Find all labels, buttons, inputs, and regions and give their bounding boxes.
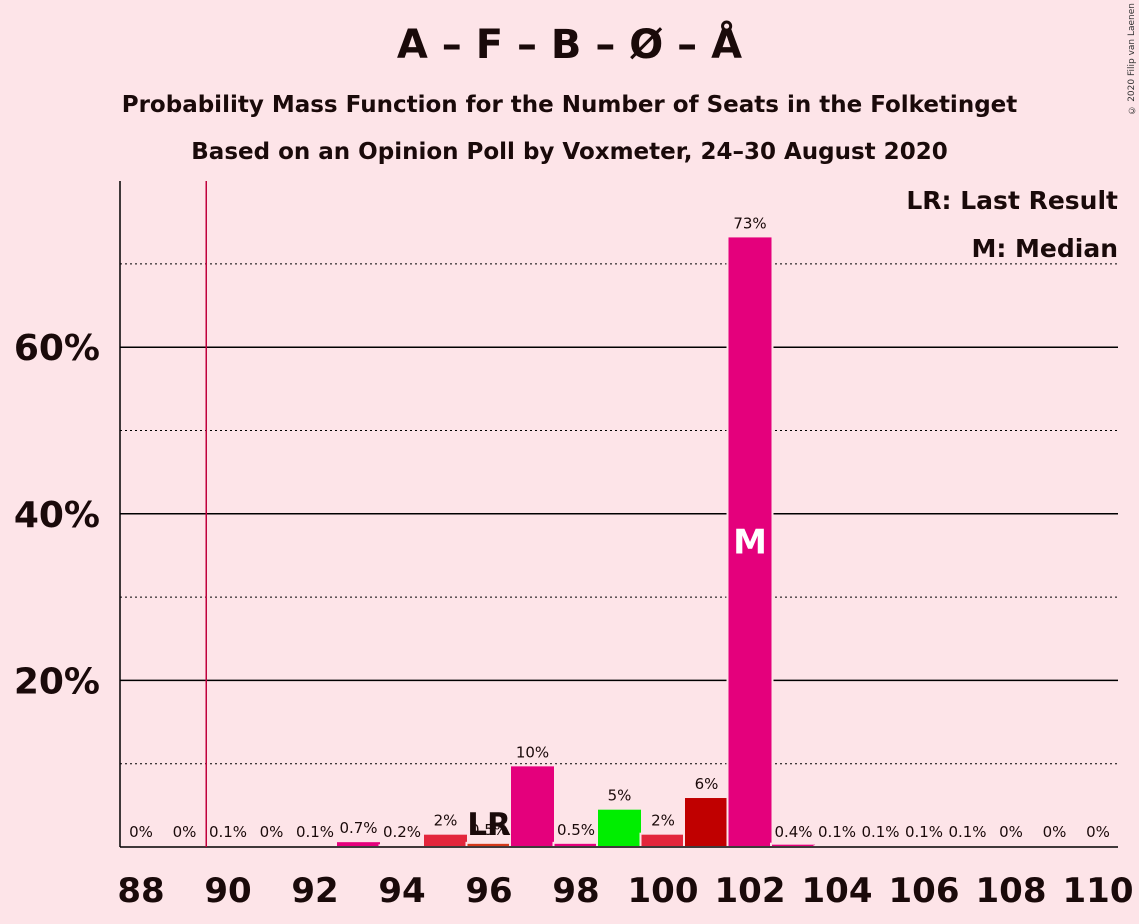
value-label: 5% — [608, 787, 632, 805]
last-result-label: LR — [467, 807, 511, 843]
value-label: 10% — [516, 743, 549, 761]
value-label: 73% — [733, 214, 766, 232]
x-tick-label: 110 — [1063, 871, 1134, 911]
x-tick-label: 106 — [889, 871, 960, 911]
value-label: 0% — [999, 823, 1023, 841]
value-label: 0% — [260, 823, 284, 841]
x-tick-label: 94 — [378, 871, 425, 911]
x-tick-label: 92 — [291, 871, 338, 911]
bar — [509, 764, 556, 849]
bar — [683, 796, 730, 849]
value-label: 0.1% — [296, 823, 334, 841]
value-label: 0% — [173, 823, 197, 841]
y-tick-label: 60% — [14, 328, 100, 369]
value-label: 0.5% — [557, 821, 595, 839]
bar — [639, 832, 687, 848]
legend-last-result: LR: Last Result — [906, 186, 1118, 215]
value-label: 0.1% — [905, 823, 943, 841]
median-label: M — [733, 523, 767, 563]
bar — [726, 235, 774, 848]
value-label: 6% — [695, 775, 719, 793]
bar — [422, 832, 469, 848]
x-tick-label: 90 — [204, 871, 251, 911]
x-tick-label: 100 — [628, 871, 699, 911]
y-tick-label: 40% — [14, 495, 100, 536]
value-label: 0% — [1043, 823, 1067, 841]
chart-subtitle-2: Based on an Opinion Poll by Voxmeter, 24… — [191, 139, 948, 165]
value-label: 2% — [651, 812, 675, 830]
value-label: 0.7% — [339, 819, 377, 837]
value-label: 0% — [129, 823, 153, 841]
chart-title: A – F – B – Ø – Å — [396, 22, 743, 68]
x-tick-label: 104 — [802, 871, 873, 911]
value-label: 2% — [434, 812, 458, 830]
x-tick-label: 96 — [465, 871, 512, 911]
value-label: 0% — [1086, 823, 1110, 841]
chart-subtitle: Probability Mass Function for the Number… — [121, 92, 1018, 118]
bar — [596, 807, 643, 849]
x-tick-label: 102 — [715, 871, 786, 911]
y-tick-label: 20% — [14, 661, 100, 702]
x-tick-label: 108 — [976, 871, 1047, 911]
x-tick-label: 88 — [117, 871, 164, 911]
legend-median: M: Median — [971, 234, 1118, 263]
x-tick-label: 98 — [552, 871, 599, 911]
value-label: 0.5% — [470, 821, 508, 839]
value-label: 0.1% — [818, 823, 856, 841]
value-label: 0.1% — [861, 823, 899, 841]
bar — [335, 840, 382, 849]
value-label: 0.1% — [209, 823, 247, 841]
value-label: 0.1% — [948, 823, 986, 841]
value-label: 0.4% — [774, 823, 812, 841]
value-label: 0.2% — [383, 823, 421, 841]
